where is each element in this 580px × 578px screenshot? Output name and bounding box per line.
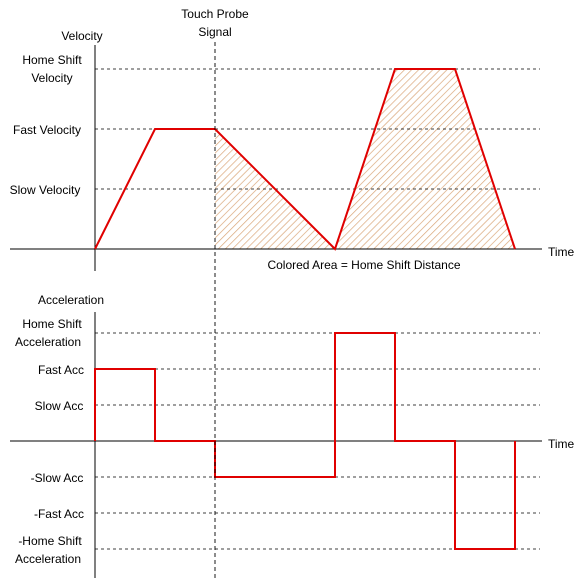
velocity-axis-title: Velocity	[61, 29, 102, 43]
velocity-plot: Velocity Home Shift Velocity Fast Veloci…	[10, 29, 575, 272]
acc-home-shift-label-line2: Acceleration	[15, 335, 81, 349]
acc-home-shift-label-line1: Home Shift	[22, 317, 82, 331]
velocity-home-shift-label-line1: Home Shift	[22, 53, 82, 67]
acc-neg-home-shift-label-line1: -Home Shift	[18, 534, 82, 548]
touch-probe-label-line1: Touch Probe	[181, 7, 249, 21]
home-shift-area-shift-move	[335, 69, 515, 249]
velocity-fast-label: Fast Velocity	[13, 123, 81, 137]
acceleration-axis-title: Acceleration	[38, 293, 104, 307]
touch-probe-marker: Touch Probe Signal	[181, 7, 249, 578]
home-shift-distance-note: Colored Area = Home Shift Distance	[267, 258, 460, 272]
acc-time-label: Time	[548, 437, 575, 451]
velocity-slow-label: Slow Velocity	[10, 183, 81, 197]
velocity-curve	[94, 68, 516, 251]
acc-fast-label: Fast Acc	[38, 363, 84, 377]
acc-neg-fast-label: -Fast Acc	[34, 507, 84, 521]
acceleration-curve	[94, 332, 516, 550]
velocity-home-shift-label-line2: Velocity	[31, 71, 72, 85]
touch-probe-label-line2: Signal	[198, 25, 231, 39]
acc-neg-slow-label: -Slow Acc	[31, 471, 84, 485]
acc-neg-home-shift-label-line2: Acceleration	[15, 552, 81, 566]
acceleration-plot: Acceleration Home Shift Acceleration Fas…	[10, 293, 575, 578]
velocity-time-label: Time	[548, 245, 575, 259]
acc-slow-label: Slow Acc	[35, 399, 84, 413]
